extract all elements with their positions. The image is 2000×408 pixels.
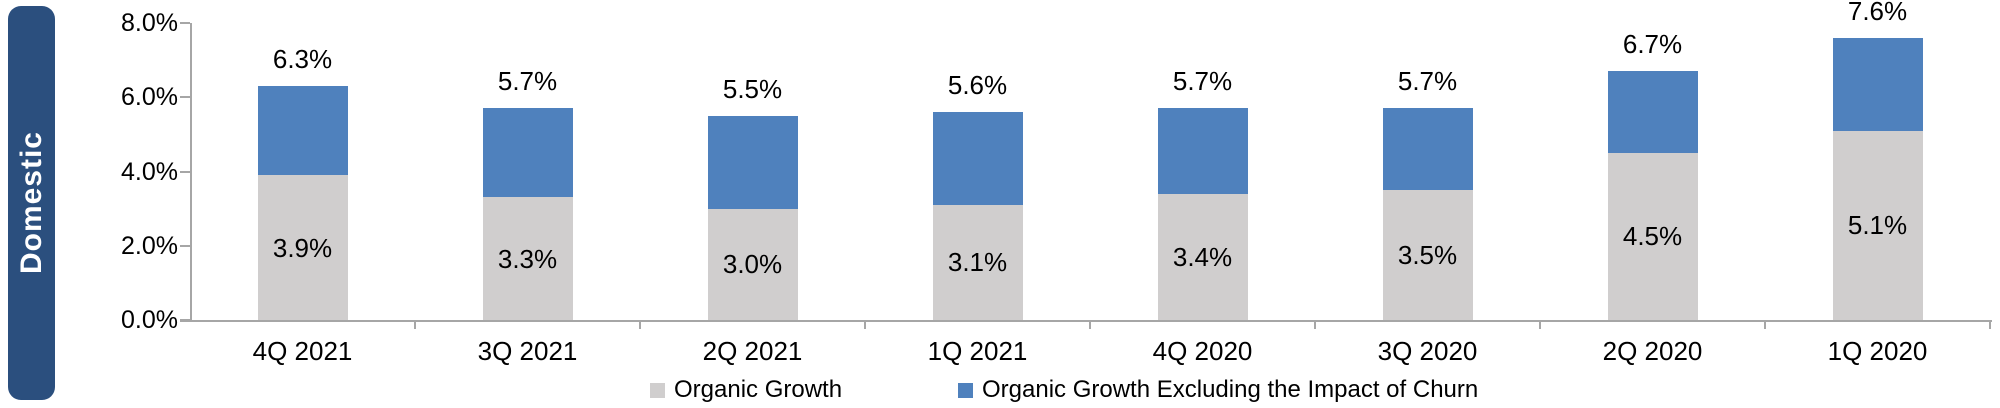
legend-label: Organic Growth Excluding the Impact of C… — [982, 376, 1479, 403]
bar-total-label: 5.7% — [1172, 66, 1233, 97]
bar-total-label: 6.3% — [272, 44, 333, 75]
bar-total-label: 5.7% — [497, 66, 558, 97]
y-axis-tick — [180, 244, 190, 247]
x-axis-tick-label: 1Q 2021 — [927, 336, 1028, 366]
bar-segment-organic-growth — [257, 175, 348, 320]
bar-segment-excl-churn — [1157, 108, 1248, 194]
x-axis-tick-label: 3Q 2021 — [477, 336, 578, 366]
x-axis-tick-label: 2Q 2021 — [702, 336, 803, 366]
bar-segment-organic-growth — [1832, 130, 1923, 320]
bar-segment-excl-churn — [1382, 108, 1473, 191]
bar-total-label: 5.5% — [722, 73, 783, 104]
bar-inside-value-label: 4.5% — [1622, 221, 1683, 252]
x-axis-tick — [1539, 320, 1541, 329]
bar-segment-excl-churn — [932, 112, 1023, 205]
row-label: Domestic — [14, 131, 48, 275]
x-axis-tick-label: 4Q 2021 — [252, 336, 353, 366]
legend-item: Organic Growth Excluding the Impact of C… — [958, 376, 1479, 403]
x-axis-tick — [864, 320, 866, 329]
bar-segment-organic-growth — [1382, 190, 1473, 320]
bar-inside-value-label: 3.3% — [497, 243, 558, 274]
bar-inside-value-label: 3.0% — [722, 249, 783, 280]
x-axis-tick — [1989, 320, 1991, 329]
bar-inside-value-label: 3.1% — [947, 247, 1008, 278]
bar-segment-excl-churn — [707, 115, 798, 209]
bar-total-label: 7.6% — [1847, 0, 1908, 26]
bar-segment-excl-churn — [1832, 37, 1923, 131]
y-axis-tick-label: 0.0% — [121, 306, 178, 334]
bar-segment-organic-growth — [482, 197, 573, 320]
y-axis-tick-label: 6.0% — [121, 83, 178, 112]
y-axis-tick-label: 2.0% — [121, 231, 178, 260]
y-axis-tick-label: 8.0% — [121, 9, 178, 37]
bar-segment-excl-churn — [1607, 71, 1698, 153]
legend-label: Organic Growth — [674, 376, 843, 403]
y-axis-line — [190, 23, 192, 320]
legend-item: Organic Growth — [650, 376, 843, 403]
bar-segment-organic-growth — [1157, 193, 1248, 320]
x-axis-tick — [639, 320, 641, 329]
x-axis-tick-label: 1Q 2020 — [1827, 336, 1928, 366]
x-axis-tick — [1089, 320, 1091, 329]
bar-segment-organic-growth — [707, 208, 798, 320]
x-axis-tick-label: 4Q 2020 — [1152, 336, 1253, 366]
x-axis-tick — [1764, 320, 1766, 329]
bar-segment-excl-churn — [482, 108, 573, 198]
bar-segment-organic-growth — [932, 204, 1023, 320]
x-axis-line — [180, 320, 1992, 322]
row-label-tab: Domestic — [8, 6, 55, 400]
bar-inside-value-label: 3.5% — [1397, 240, 1458, 271]
y-axis-tick — [180, 96, 190, 99]
bar-inside-value-label: 3.9% — [272, 232, 333, 263]
x-axis-tick — [1314, 320, 1316, 329]
bar-segment-excl-churn — [257, 86, 348, 176]
y-axis-tick — [180, 22, 190, 24]
legend-swatch-icon — [958, 382, 973, 398]
y-axis-tick — [180, 319, 190, 321]
y-axis-tick-label: 4.0% — [121, 157, 178, 186]
y-axis-tick — [180, 170, 190, 173]
bar-total-label: 5.7% — [1397, 66, 1458, 97]
x-axis-tick-label: 2Q 2020 — [1602, 336, 1703, 366]
bar-inside-value-label: 5.1% — [1847, 210, 1908, 241]
legend-swatch-icon — [650, 382, 665, 398]
bar-total-label: 5.6% — [947, 70, 1008, 101]
bar-total-label: 6.7% — [1622, 29, 1683, 60]
x-axis-tick-label: 3Q 2020 — [1377, 336, 1478, 366]
bar-segment-organic-growth — [1607, 152, 1698, 320]
x-axis-tick — [414, 320, 416, 329]
bar-inside-value-label: 3.4% — [1172, 241, 1233, 272]
